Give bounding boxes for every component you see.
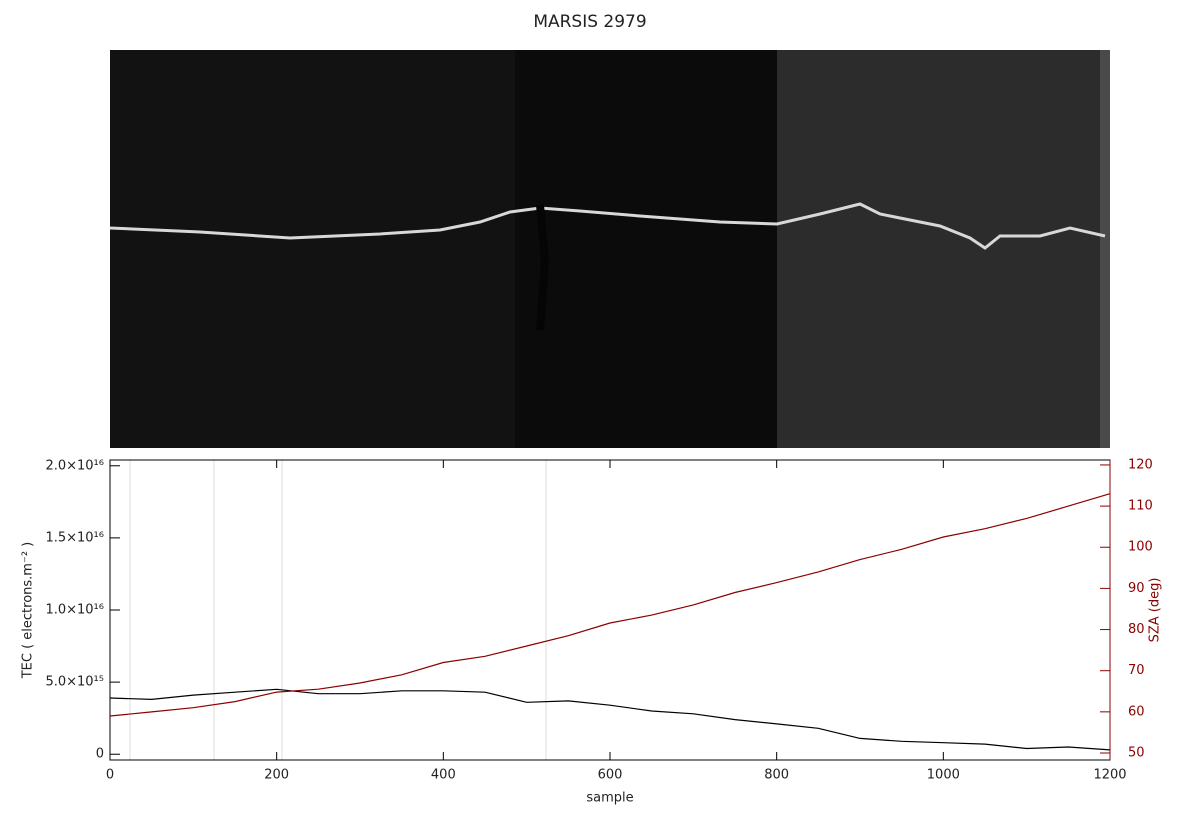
y2-tick-label: 80	[1128, 622, 1145, 637]
y-tick-label: 1.5×10¹⁶	[45, 530, 104, 545]
y2-tick-label: 70	[1128, 663, 1145, 678]
y-tick-label: 2.0×10¹⁶	[45, 458, 104, 473]
y2-axis-label: SZA (deg)	[1148, 578, 1163, 643]
x-axis-label: sample	[586, 791, 633, 806]
series-line	[109, 688, 1111, 751]
x-tick-label: 400	[431, 768, 456, 783]
x-tick-label: 200	[264, 768, 289, 783]
y2-tick-label: 60	[1128, 704, 1145, 719]
x-tick-label: 600	[598, 768, 623, 783]
y2-tick-label: 90	[1128, 581, 1145, 596]
x-tick-label: 0	[106, 768, 114, 783]
radargram-edge	[1100, 50, 1110, 448]
y-axis-label: TEC ( electrons.m⁻² )	[21, 542, 36, 680]
x-tick-label: 1000	[927, 768, 960, 783]
dark-feature	[536, 204, 550, 331]
y-tick-label: 5.0×10¹⁵	[45, 675, 104, 690]
y2-tick-label: 110	[1128, 499, 1153, 514]
chart-title: MARSIS 2979	[533, 12, 646, 32]
radargram-bright-band	[777, 50, 1105, 448]
y-tick-label: 0	[96, 747, 104, 762]
plot-frame	[109, 459, 1111, 761]
surface-echo	[109, 202, 1106, 250]
y2-tick-label: 50	[1128, 746, 1145, 761]
x-tick-label: 1200	[1093, 768, 1126, 783]
radargram-dark-band	[515, 50, 777, 448]
y2-tick-label: 120	[1128, 457, 1153, 472]
radargram	[109, 50, 1110, 448]
y-tick-label: 1.0×10¹⁶	[45, 603, 104, 618]
x-tick-label: 800	[764, 768, 789, 783]
plot-border	[109, 459, 1111, 761]
series-line	[109, 493, 1111, 717]
y2-tick-label: 100	[1128, 540, 1153, 555]
